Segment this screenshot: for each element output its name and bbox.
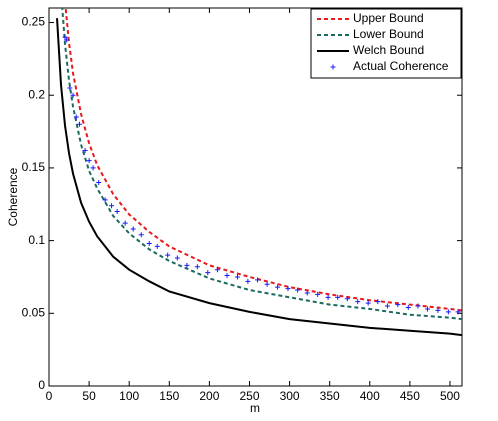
data-point — [355, 299, 361, 305]
x-tick-label: 0 — [46, 389, 53, 403]
data-point — [109, 203, 115, 209]
data-point — [114, 209, 120, 215]
data-point — [67, 85, 73, 91]
data-line — [61, 8, 462, 321]
data-point — [234, 274, 240, 280]
data-point — [64, 37, 70, 43]
data-point — [344, 296, 350, 302]
data-point — [62, 34, 68, 40]
data-point — [90, 165, 96, 171]
data-point — [395, 302, 401, 308]
data-point — [138, 232, 144, 238]
x-tick-label: 200 — [199, 389, 219, 403]
data-point — [122, 220, 128, 226]
legend-label: Upper Bound — [353, 11, 424, 25]
data-point — [285, 286, 291, 292]
legend-label: Lower Bound — [353, 27, 424, 41]
x-tick-label: 100 — [119, 389, 139, 403]
data-point — [174, 255, 180, 261]
data-point — [415, 303, 421, 309]
x-tick-label: 150 — [159, 389, 179, 403]
data-point — [455, 309, 461, 315]
data-point — [375, 299, 381, 305]
data-point — [146, 241, 152, 247]
data-point — [365, 300, 371, 306]
data-point — [245, 278, 251, 284]
y-tick-label: 0.15 — [22, 160, 46, 174]
data-point — [224, 273, 230, 279]
x-tick-label: 300 — [280, 389, 300, 403]
data-point — [275, 284, 281, 290]
y-tick-label: 0 — [38, 378, 45, 392]
data-point — [130, 226, 136, 232]
x-axis-label: m — [250, 401, 260, 415]
data-point — [184, 262, 190, 268]
data-point — [384, 303, 390, 309]
data-point — [315, 291, 321, 297]
x-tick-label: 250 — [239, 389, 259, 403]
y-axis-label: Coherence — [6, 167, 20, 226]
plot-area — [56, 8, 462, 337]
data-point — [165, 252, 171, 258]
y-tick-label: 0.1 — [28, 233, 45, 247]
y-tick-label: 0.25 — [22, 15, 46, 29]
data-point — [82, 147, 88, 153]
x-tick-label: 50 — [82, 389, 96, 403]
data-point — [205, 270, 211, 276]
legend-box — [310, 8, 462, 79]
legend-label: Actual Coherence — [353, 59, 449, 73]
data-point — [435, 307, 441, 313]
x-tick-label: 500 — [440, 389, 460, 403]
data-point — [102, 197, 108, 203]
x-tick-label: 400 — [360, 389, 380, 403]
data-point — [304, 290, 310, 296]
data-point — [425, 306, 431, 312]
data-point — [405, 304, 411, 310]
data-point — [264, 281, 270, 287]
data-point — [194, 264, 200, 270]
data-point — [335, 294, 341, 300]
data-point — [70, 92, 76, 98]
x-tick-label: 350 — [320, 389, 340, 403]
data-point — [76, 121, 82, 127]
y-tick-label: 0.2 — [28, 87, 45, 101]
y-tick-label: 0.05 — [22, 305, 46, 319]
legend-label: Welch Bound — [353, 43, 424, 57]
data-line — [64, 8, 462, 312]
data-line — [56, 18, 462, 337]
data-point — [445, 309, 451, 315]
data-point — [214, 267, 220, 273]
data-point — [154, 243, 160, 249]
data-point — [325, 294, 331, 300]
data-point — [295, 287, 301, 293]
x-tick-label: 450 — [400, 389, 420, 403]
data-point — [73, 114, 79, 120]
data-point — [86, 158, 92, 164]
legend-marker — [330, 64, 336, 70]
data-point — [96, 179, 102, 185]
data-point — [255, 277, 261, 283]
